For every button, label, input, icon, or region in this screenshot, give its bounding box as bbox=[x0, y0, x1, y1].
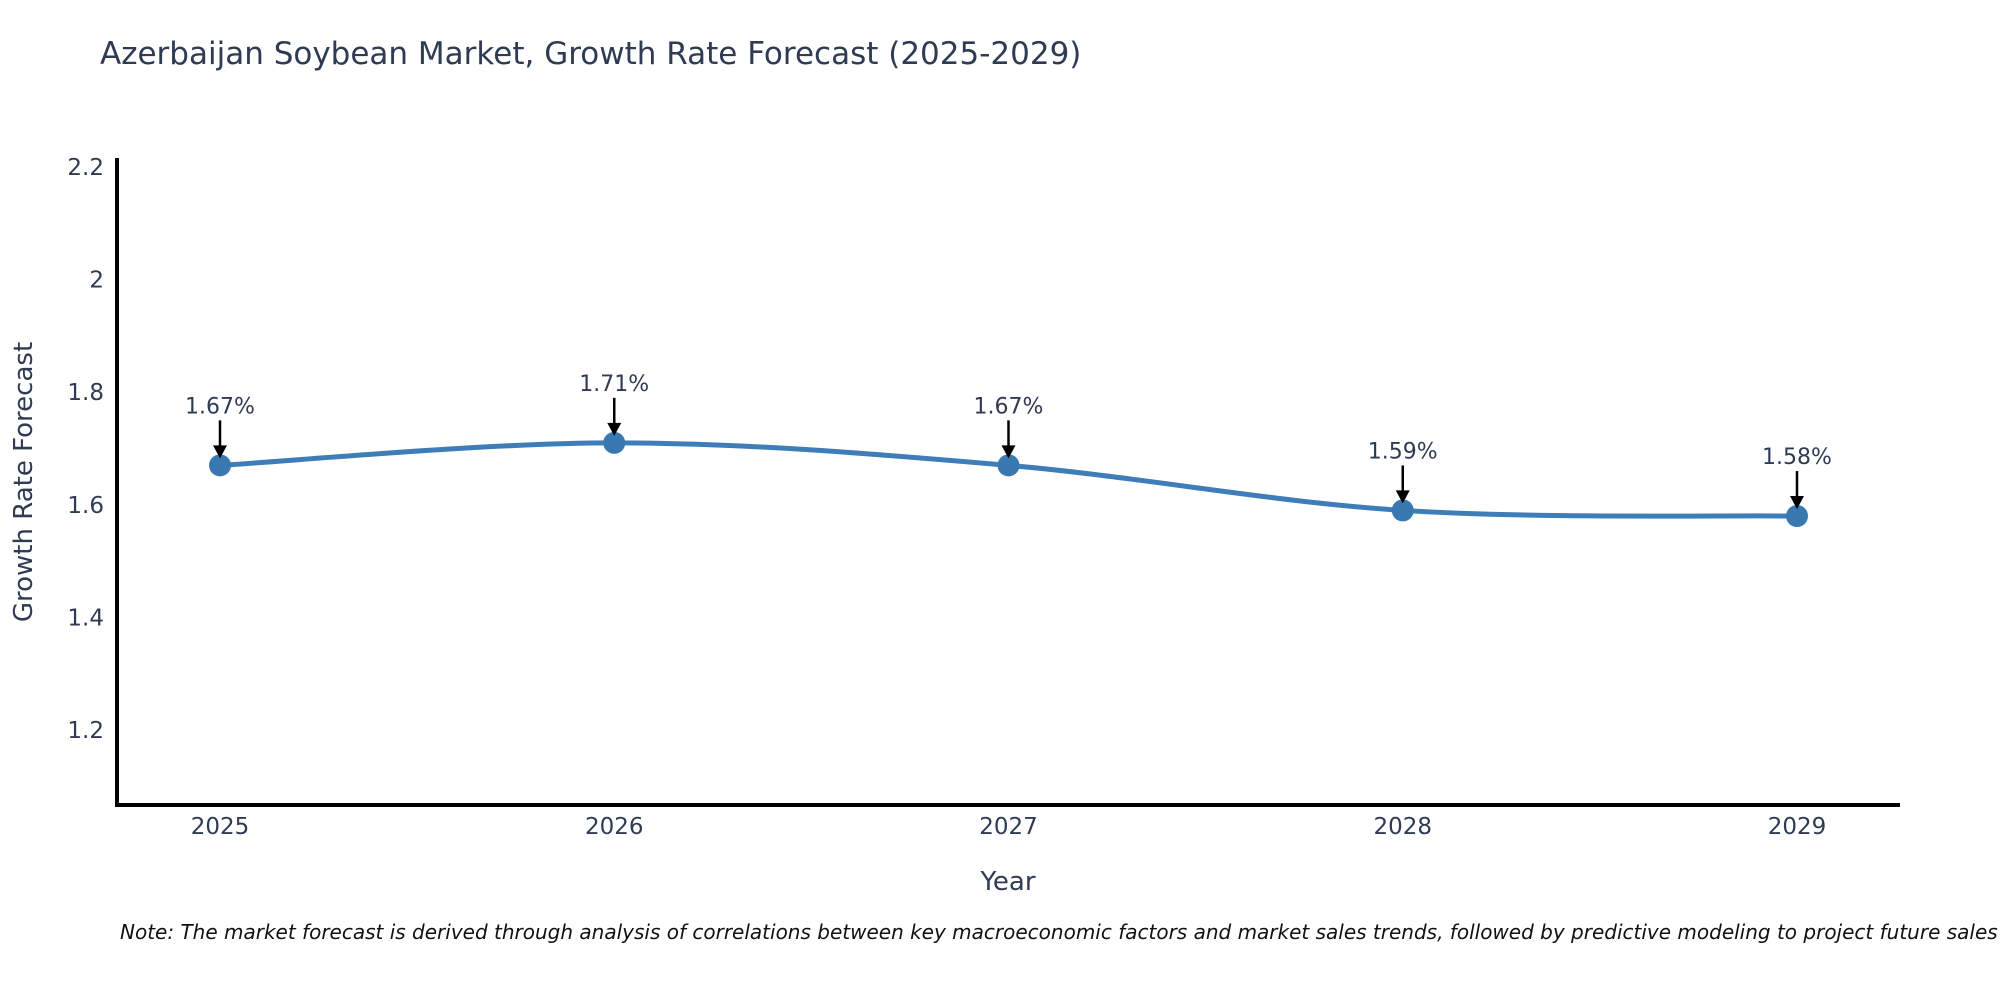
annotation-arrowhead bbox=[1001, 445, 1016, 459]
data-point-marker bbox=[603, 431, 626, 454]
data-point-markers bbox=[209, 431, 1808, 528]
annotation-arrowhead bbox=[213, 445, 227, 459]
point-annotation-label: 1.67% bbox=[185, 394, 255, 419]
data-point-marker bbox=[1391, 499, 1414, 522]
point-annotation: 1.67% bbox=[974, 394, 1044, 459]
y-axis-tick-labels: 1.2 1.4 1.6 1.8 2 2.2 bbox=[67, 155, 104, 744]
axes bbox=[115, 158, 1900, 807]
y-tick-label: 1.4 bbox=[67, 605, 104, 631]
data-point-annotations: 1.67% 1.71% 1.67% 1.59% 1.58% bbox=[185, 372, 1832, 510]
data-point-marker bbox=[209, 454, 231, 477]
point-annotation-label: 1.59% bbox=[1368, 439, 1438, 464]
y-tick-label: 1.2 bbox=[67, 718, 104, 744]
point-annotation: 1.59% bbox=[1368, 439, 1438, 504]
footnote: Note: The market forecast is derived thr… bbox=[120, 920, 1998, 944]
chart-title: Azerbaijan Soybean Market, Growth Rate F… bbox=[100, 36, 1082, 72]
x-tick-label: 2026 bbox=[585, 814, 644, 840]
annotation-arrowhead bbox=[1790, 496, 1804, 510]
data-point-marker bbox=[1786, 505, 1808, 528]
point-annotation-label: 1.71% bbox=[579, 372, 649, 397]
x-axis-tick-labels: 2025 2026 2027 2028 2029 bbox=[191, 814, 1827, 840]
point-annotation-label: 1.58% bbox=[1762, 445, 1832, 470]
x-tick-label: 2027 bbox=[979, 814, 1038, 840]
y-tick-label: 1.6 bbox=[67, 493, 104, 519]
point-annotation: 1.58% bbox=[1762, 445, 1832, 510]
y-tick-label: 1.8 bbox=[67, 380, 104, 406]
annotation-arrowhead bbox=[1395, 490, 1410, 504]
point-annotation: 1.71% bbox=[579, 372, 649, 436]
data-point-marker bbox=[997, 454, 1020, 477]
x-tick-label: 2029 bbox=[1768, 814, 1827, 840]
annotation-arrowhead bbox=[607, 422, 622, 436]
x-tick-label: 2025 bbox=[191, 814, 250, 840]
x-axis-title: Year bbox=[979, 867, 1035, 897]
y-tick-label: 2.2 bbox=[67, 155, 104, 181]
y-axis-title: Growth Rate Forecast bbox=[9, 342, 39, 622]
point-annotation-label: 1.67% bbox=[974, 394, 1044, 419]
point-annotation: 1.67% bbox=[185, 394, 255, 459]
x-tick-label: 2028 bbox=[1373, 814, 1432, 840]
y-tick-label: 2 bbox=[89, 268, 104, 294]
